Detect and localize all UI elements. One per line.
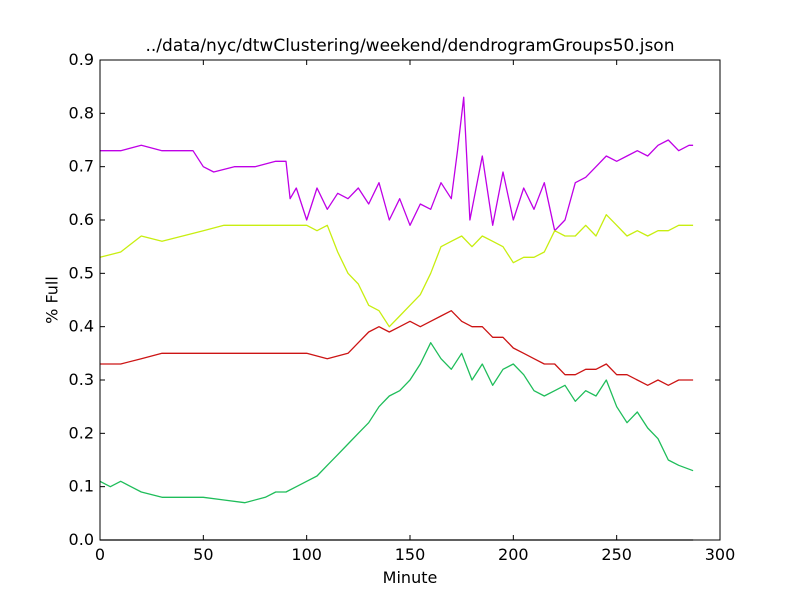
x-tick-label: 200 (498, 545, 529, 564)
axes-frame (99, 59, 721, 541)
y-tick-label: 0.0 (69, 530, 94, 549)
y-tick-label: 0.4 (69, 317, 94, 336)
x-tick-label: 150 (395, 545, 426, 564)
series-layer (99, 96, 694, 541)
chart-title: ../data/nyc/dtwClustering/weekend/dendro… (145, 36, 675, 56)
y-tick-label: 0.3 (69, 370, 94, 389)
ticks-layer: 0 50 100 150 200 250 300 0.0 0.1 0.2 0.3 0.4 0.5 0.6 0… (69, 50, 736, 564)
series-line-2 (99, 214, 694, 328)
x-tick-label: 250 (601, 545, 632, 564)
y-tick-label: 0.2 (69, 423, 94, 442)
y-tick-label: 0.9 (69, 50, 94, 69)
x-tick-label: 0 (95, 545, 105, 564)
y-axis-label: % Full (42, 276, 62, 324)
y-tick-label: 0.5 (69, 263, 94, 282)
x-tick-label: 300 (705, 545, 736, 564)
series-line-3 (100, 310, 694, 386)
x-tick-label: 100 (291, 545, 322, 564)
series-line-1 (100, 96, 694, 232)
y-tick-label: 0.1 (69, 477, 94, 496)
y-tick-label: 0.8 (69, 103, 94, 122)
x-axis-label: Minute (382, 568, 438, 587)
x-tick-label: 50 (193, 545, 213, 564)
series-line-4 (99, 342, 694, 504)
y-tick-label: 0.6 (69, 210, 94, 229)
y-tick-label: 0.7 (69, 157, 94, 176)
